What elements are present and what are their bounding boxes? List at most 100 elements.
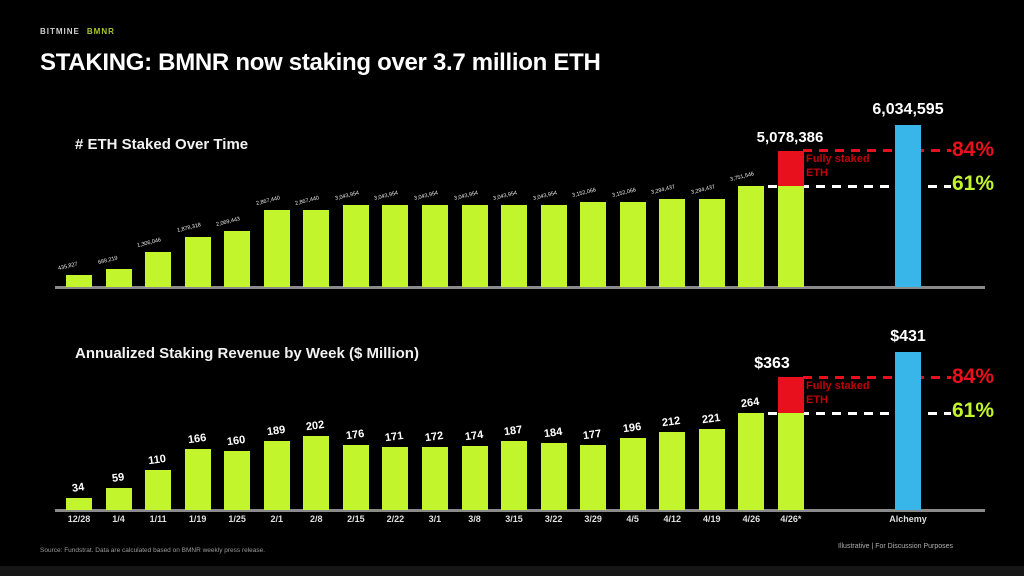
bar-3/15 (501, 205, 528, 287)
bar-3/29 (580, 202, 607, 287)
logo-bmnr-ticker: BMNR (86, 27, 115, 36)
bar-label-3/8: 3,043,954 (453, 190, 479, 203)
bar-label-4/19: 3,294,437 (690, 183, 716, 196)
x-label-12/28: 12/28 (67, 514, 91, 524)
bar-3/29 (580, 445, 607, 510)
bar-2/22 (382, 447, 409, 510)
bar-label-1/19: 166 (186, 431, 207, 447)
x-label-1/4: 1/4 (112, 514, 125, 524)
bar-3/15 (501, 441, 528, 510)
chart2-blue-bar-value: $431 (890, 328, 926, 345)
bar-label-12/28: 34 (71, 480, 86, 495)
bar-4/26*-green-part (777, 186, 804, 287)
x-label-3/22: 3/22 (544, 514, 563, 524)
bar-label-3/1: 172 (424, 429, 445, 445)
bar-label-4/5: 3,152,066 (611, 187, 637, 200)
x-label-3/15: 3/15 (505, 514, 523, 524)
logo: BITMINE BMNR (40, 27, 115, 36)
chart2-white-dashed-line (768, 412, 951, 415)
bar-4/26*-red-part (777, 150, 804, 187)
chart2-title: Annualized Staking Revenue by Week ($ Mi… (75, 345, 419, 362)
bar-label-1/25: 160 (226, 434, 247, 449)
bar-label-4/12: 212 (661, 415, 682, 430)
bar-label-12/28: 435,827 (57, 261, 79, 273)
bar-label-3/8: 174 (463, 429, 484, 444)
bar-label-1/4: 59 (110, 471, 125, 486)
bar-2/22 (382, 205, 409, 287)
bar-3/1 (421, 205, 448, 287)
bar-2/8 (303, 210, 330, 287)
bar-Alchemy (895, 352, 921, 510)
bar-1/4 (105, 268, 132, 287)
bar-label-2/8: 2,867,440 (294, 195, 321, 208)
bar-label-2/15: 176 (345, 428, 365, 443)
bar-label-1/19: 1,878,318 (176, 221, 202, 234)
bar-label-3/15: 187 (503, 424, 524, 439)
x-label-2/22: 2/22 (386, 514, 405, 524)
bar-1/11 (145, 469, 172, 510)
bar-label-3/22: 3,043,954 (532, 190, 558, 203)
bar-2/1 (263, 210, 290, 287)
bar-2/8 (303, 435, 330, 510)
logo-bitmine-text: BITMINE (40, 27, 80, 36)
bar-label-3/29: 177 (582, 427, 603, 443)
bar-1/4 (105, 488, 132, 510)
bar-3/22 (540, 205, 567, 287)
bar-4/19 (698, 428, 725, 510)
bar-1/11 (145, 251, 172, 287)
x-label-4/19: 4/19 (703, 514, 721, 524)
bar-label-4/12: 3,294,437 (650, 183, 676, 196)
bar-label-4/26: 3,751,546 (729, 171, 756, 184)
chart2-pct-fully-staked: 84% (952, 365, 995, 388)
bar-label-3/22: 184 (542, 425, 563, 440)
x-label-1/19: 1/19 (188, 514, 207, 524)
bar-2/1 (263, 440, 290, 510)
bar-4/26*-red-part (777, 376, 804, 414)
chart2-pct-current: 61% (952, 399, 995, 422)
chart1-fully-staked-note: Fully staked ETH (806, 153, 870, 179)
x-label-3/8: 3/8 (468, 514, 481, 524)
x-label-4/26: 4/26 (742, 514, 761, 524)
page-title: STAKING: BMNR now staking over 3.7 milli… (40, 49, 601, 76)
bar-label-2/1: 189 (265, 423, 286, 438)
bar-4/5 (619, 438, 646, 510)
x-label-2/8: 2/8 (310, 514, 323, 524)
chart1-red-dashed-line (803, 149, 951, 152)
bar-label-1/11: 1,306,046 (136, 237, 162, 249)
bar-label-2/22: 171 (384, 430, 405, 445)
chart1-pct-fully-staked: 84% (952, 138, 995, 161)
x-label-1/25: 1/25 (228, 514, 246, 524)
bar-1/25 (224, 451, 251, 510)
x-label-4/5: 4/5 (626, 514, 639, 524)
bar-1/25 (224, 231, 251, 287)
chart2-red-dashed-line (803, 376, 951, 379)
bar-3/22 (540, 442, 567, 510)
chart2-x-axis-line (55, 509, 985, 512)
bar-4/5 (619, 202, 646, 287)
bar-4/26 (738, 186, 765, 287)
chart1-x-axis-line (55, 286, 985, 289)
bar-label-2/1: 2,867,440 (255, 195, 281, 208)
bar-Alchemy (895, 125, 921, 287)
bar-label-3/1: 3,043,954 (413, 190, 439, 203)
x-label-3/1: 3/1 (428, 514, 442, 524)
chart1-blue-bar-value: 6,034,595 (872, 101, 944, 118)
bar-4/19 (698, 198, 725, 287)
x-label-1/11: 1/11 (149, 514, 167, 524)
bar-label-3/29: 3,152,066 (571, 187, 597, 200)
bar-2/15 (342, 445, 369, 510)
bar-1/19 (184, 236, 211, 287)
bar-3/1 (421, 446, 448, 510)
bar-3/8 (461, 446, 488, 510)
bar-label-1/25: 2,069,443 (215, 216, 241, 229)
bar-label-2/8: 202 (305, 418, 326, 434)
bar-label-3/15: 3,043,954 (492, 190, 518, 203)
bar-1/19 (184, 449, 211, 510)
source-note: Source: Fundstrat. Data are calculated b… (40, 547, 266, 554)
bottom-strip (0, 566, 1024, 576)
chart1-red-bar-value: 5,078,386 (756, 129, 824, 146)
chart2-fully-staked-note: Fully staked ETH (806, 380, 870, 406)
bar-label-1/11: 110 (147, 452, 167, 467)
bar-4/26 (738, 413, 765, 510)
